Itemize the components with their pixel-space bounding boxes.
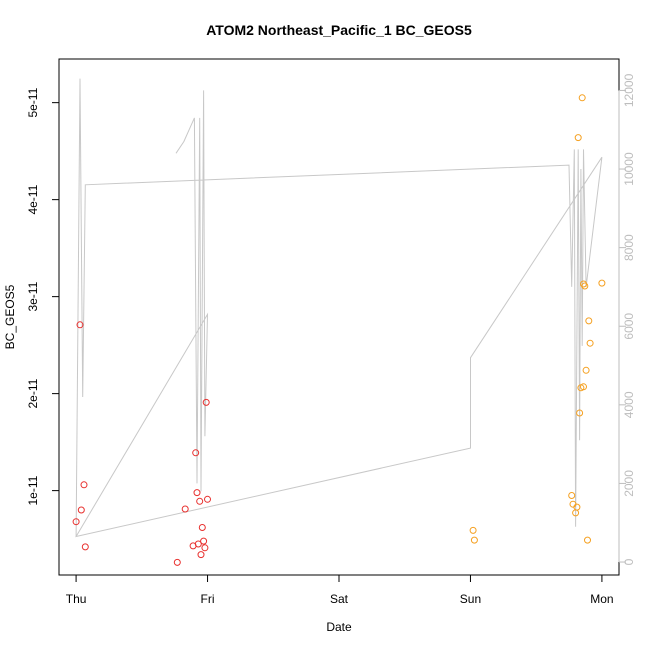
data-point	[574, 134, 582, 142]
data-point	[568, 492, 576, 499]
right-y-tick-label: 6000	[622, 313, 636, 340]
right-y-tick-label: 12000	[622, 73, 636, 107]
data-point	[77, 506, 85, 514]
right-y-tick-label: 2000	[622, 470, 636, 497]
data-point	[578, 94, 586, 102]
y-tick-label: 3e-11	[26, 281, 40, 311]
data-point	[181, 505, 189, 513]
data-point	[81, 543, 89, 551]
x-tick-label: Mon	[590, 592, 613, 606]
x-tick-label: Fri	[201, 592, 215, 606]
data-point	[584, 536, 591, 544]
altitude-line-layer	[75, 78, 603, 538]
y-axis-label: BC_GEOS5	[3, 284, 17, 349]
data-point	[580, 383, 587, 391]
x-tick-label: Sun	[460, 592, 481, 606]
right-y-tick-label: 0	[622, 558, 636, 565]
data-point	[198, 524, 206, 531]
x-tick-label: Sat	[330, 592, 349, 606]
data-point	[585, 317, 593, 325]
data-point	[576, 409, 584, 417]
plot-frame	[58, 58, 620, 576]
data-point	[581, 282, 589, 290]
y-tick-label: 2e-11	[26, 378, 40, 408]
right-y-axis: 0 2000 4000 6000 8000 10000 12000	[618, 73, 636, 565]
data-point	[194, 540, 202, 548]
x-tick-label: Thu	[66, 592, 87, 606]
data-point	[173, 558, 181, 566]
data-point	[586, 339, 594, 347]
y-tick-label: 5e-11	[26, 87, 40, 117]
data-point	[200, 537, 208, 545]
data-point	[469, 526, 477, 534]
data-point	[197, 551, 205, 559]
chart-title: ATOM2 Northeast_Pacific_1 BC_GEOS5	[206, 22, 472, 38]
data-point	[582, 366, 590, 374]
data-point	[470, 536, 478, 544]
data-point	[204, 495, 211, 503]
data-point	[201, 544, 209, 552]
data-point	[192, 449, 200, 457]
right-y-tick-label: 8000	[622, 234, 636, 261]
data-point	[580, 280, 587, 288]
data-point	[573, 503, 581, 511]
y-axis: 1e-11 2e-11 3e-11 4e-11 5e-11	[26, 87, 60, 506]
altitude-line	[75, 78, 603, 538]
data-point	[80, 481, 88, 489]
x-axis: Thu Fri Sat Sun Mon	[66, 574, 614, 606]
data-points-layer	[72, 94, 606, 566]
x-axis-label: Date	[326, 620, 352, 634]
right-y-tick-label: 4000	[622, 391, 636, 418]
data-point	[196, 497, 204, 505]
data-point	[76, 321, 84, 329]
y-tick-label: 1e-11	[26, 475, 40, 505]
data-point	[202, 398, 210, 406]
data-point	[193, 489, 201, 497]
data-point	[598, 279, 606, 287]
right-y-tick-label: 10000	[622, 152, 636, 186]
y-tick-label: 4e-11	[26, 184, 40, 214]
data-point	[72, 518, 80, 526]
